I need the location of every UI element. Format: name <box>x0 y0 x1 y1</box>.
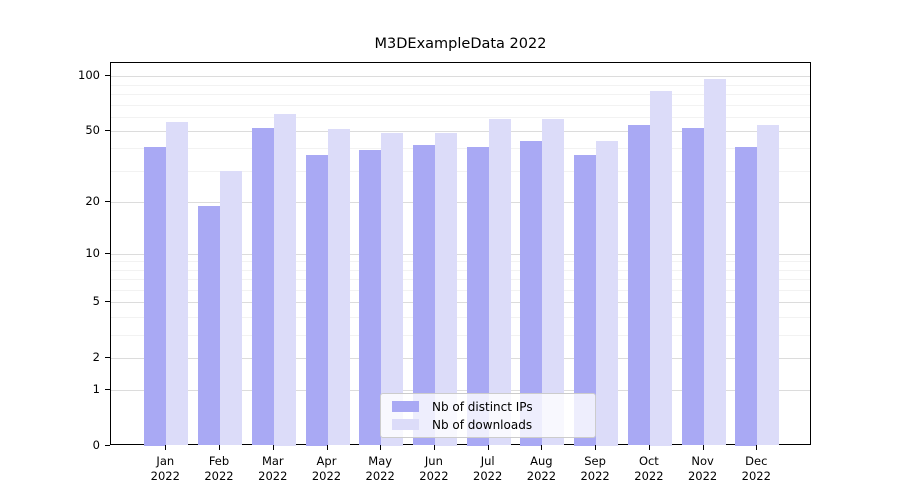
bar-distinct-ips-may <box>359 150 382 446</box>
x-tick-label-sep: Sep 2022 <box>580 454 610 483</box>
bar-downloads-feb <box>220 170 242 446</box>
x-tick-jun <box>433 445 435 450</box>
minor-gridline-90 <box>111 84 810 86</box>
major-gridline-5 <box>111 302 810 304</box>
minor-gridline-9 <box>111 261 810 263</box>
y-tick-label-20: 20 <box>85 193 100 208</box>
major-gridline-100 <box>111 76 810 78</box>
plot-area <box>110 62 811 446</box>
x-tick-label-jan: Jan 2022 <box>150 454 180 483</box>
y-tick-20 <box>105 200 110 202</box>
legend-item-downloads: Nb of downloads <box>389 418 587 432</box>
legend-label-downloads: Nb of downloads <box>432 417 533 432</box>
y-tick-label-5: 5 <box>92 294 100 309</box>
x-tick-apr <box>326 445 328 450</box>
x-tick-label-nov: Nov 2022 <box>687 454 718 483</box>
legend-swatch-downloads <box>392 419 419 430</box>
bar-distinct-ips-oct <box>627 124 650 446</box>
bar-downloads-jun <box>434 132 457 446</box>
x-tick-jan <box>165 445 167 450</box>
minor-gridline-40 <box>111 148 810 150</box>
legend-swatch-distinct-ips <box>392 401 419 412</box>
minor-gridline-3 <box>111 334 810 336</box>
y-tick-1 <box>105 389 110 390</box>
x-tick-label-oct: Oct 2022 <box>634 454 664 483</box>
x-tick-dec <box>756 445 758 450</box>
minor-gridline-8 <box>111 269 810 271</box>
x-tick-label-jun: Jun 2022 <box>419 454 449 483</box>
y-tick-5 <box>105 301 110 303</box>
bar-downloads-sep <box>596 141 619 446</box>
y-tick-50 <box>105 130 110 131</box>
bar-downloads-nov <box>703 78 726 446</box>
major-gridline-10 <box>111 253 810 255</box>
x-tick-label-dec: Dec 2022 <box>741 454 771 483</box>
bar-distinct-ips-mar <box>251 127 274 446</box>
x-tick-mar <box>272 445 274 450</box>
y-tick-label-50: 50 <box>85 123 100 137</box>
x-tick-label-feb: Feb 2022 <box>204 454 234 483</box>
bar-distinct-ips-jul <box>466 146 489 446</box>
x-tick-label-apr: Apr 2022 <box>311 454 342 483</box>
bar-distinct-ips-jun <box>412 144 435 446</box>
minor-gridline-60 <box>111 116 810 118</box>
bar-distinct-ips-apr <box>305 154 328 446</box>
x-tick-aug <box>541 445 543 450</box>
bar-downloads-jul <box>488 119 511 446</box>
legend-label-distinct-ips: Nb of distinct IPs <box>432 399 533 414</box>
minor-gridline-80 <box>111 93 810 95</box>
y-tick-label-100: 100 <box>78 68 100 83</box>
x-tick-label-jul: Jul 2022 <box>473 454 503 483</box>
x-tick-jul <box>487 445 489 450</box>
bar-downloads-may <box>381 132 404 446</box>
x-tick-oct <box>648 445 650 450</box>
bar-downloads-apr <box>327 129 350 446</box>
bar-downloads-dec <box>757 124 780 446</box>
y-tick-label-1: 1 <box>92 382 100 396</box>
x-tick-may <box>380 445 382 450</box>
y-tick-10 <box>105 252 110 254</box>
x-tick-nov <box>702 445 704 450</box>
major-gridline-1 <box>111 390 810 391</box>
bar-downloads-aug <box>542 119 565 446</box>
major-gridline-20 <box>111 201 810 203</box>
x-tick-sep <box>595 445 597 450</box>
bar-distinct-ips-jan <box>144 146 167 446</box>
y-tick-label-10: 10 <box>85 245 100 260</box>
bar-distinct-ips-sep <box>574 154 597 446</box>
x-tick-feb <box>219 445 220 450</box>
minor-gridline-7 <box>111 279 810 281</box>
bar-distinct-ips-aug <box>520 141 543 446</box>
major-gridline-50 <box>111 131 810 132</box>
y-tick-label-0: 0 <box>92 437 100 452</box>
legend: Nb of distinct IPs Nb of downloads <box>380 393 596 438</box>
bar-distinct-ips-feb <box>198 205 220 446</box>
x-tick-label-mar: Mar 2022 <box>258 454 288 483</box>
minor-gridline-70 <box>111 104 810 106</box>
minor-gridline-30 <box>111 170 810 172</box>
y-tick-2 <box>105 356 110 358</box>
bar-distinct-ips-dec <box>735 146 758 446</box>
bar-downloads-mar <box>273 114 296 446</box>
bar-distinct-ips-nov <box>681 127 704 446</box>
y-tick-100 <box>105 75 110 77</box>
bar-downloads-jan <box>166 122 189 446</box>
x-tick-label-aug: Aug 2022 <box>526 454 557 483</box>
y-tick-label-2: 2 <box>92 349 100 364</box>
legend-item-distinct-ips: Nb of distinct IPs <box>389 400 587 414</box>
chart-title: M3DExampleData 2022 <box>374 36 547 52</box>
minor-gridline-4 <box>111 316 810 318</box>
y-tick-0 <box>105 444 110 446</box>
minor-gridline-6 <box>111 289 810 291</box>
x-tick-label-may: May 2022 <box>365 454 395 483</box>
bar-downloads-oct <box>649 91 672 446</box>
major-gridline-2 <box>111 357 810 359</box>
